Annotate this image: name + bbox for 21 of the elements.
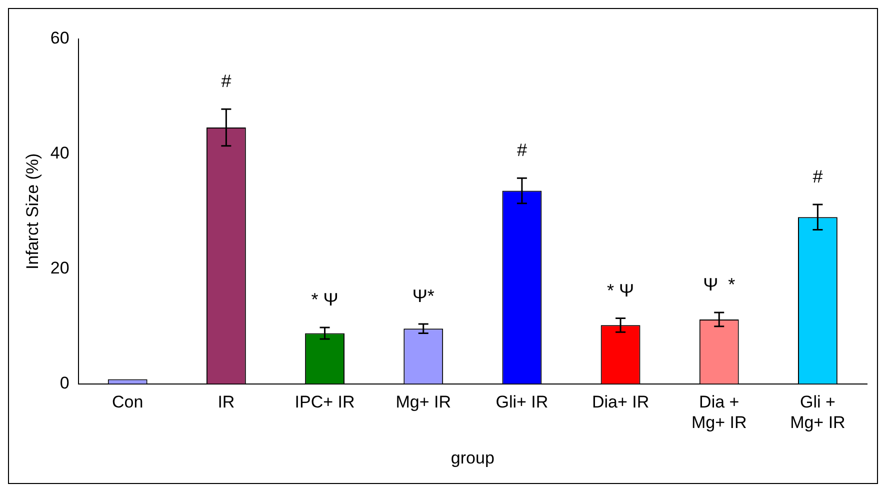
y-axis-title: Infarct Size (%): [22, 153, 42, 270]
x-tick-label: Dia + Mg+ IR: [691, 392, 747, 432]
y-tick-label: 20: [50, 258, 70, 278]
x-tick-label: Gli + Mg+ IR: [790, 392, 846, 432]
annotation: #: [221, 71, 232, 92]
annotation: * Ψ: [311, 289, 338, 310]
x-tick-label: IR: [218, 392, 235, 412]
annotation: #: [812, 166, 823, 186]
x-tick-label: Dia+ IR: [592, 392, 650, 412]
y-tick-label: 60: [50, 28, 70, 48]
y-tick-label: 0: [60, 373, 70, 392]
x-tick-label: Gli+ IR: [496, 392, 548, 412]
annotation: Ψ *: [703, 274, 736, 295]
x-axis-title: group: [450, 448, 494, 468]
x-tick-label: Mg+ IR: [396, 392, 451, 412]
x-tick-label: Con: [112, 392, 144, 412]
annotation: Ψ*: [412, 286, 434, 306]
x-tick-label: IPC+ IR: [294, 392, 355, 412]
annotation: * Ψ: [607, 280, 634, 300]
y-tick-label: 40: [50, 144, 70, 163]
annotation: #: [516, 140, 527, 160]
